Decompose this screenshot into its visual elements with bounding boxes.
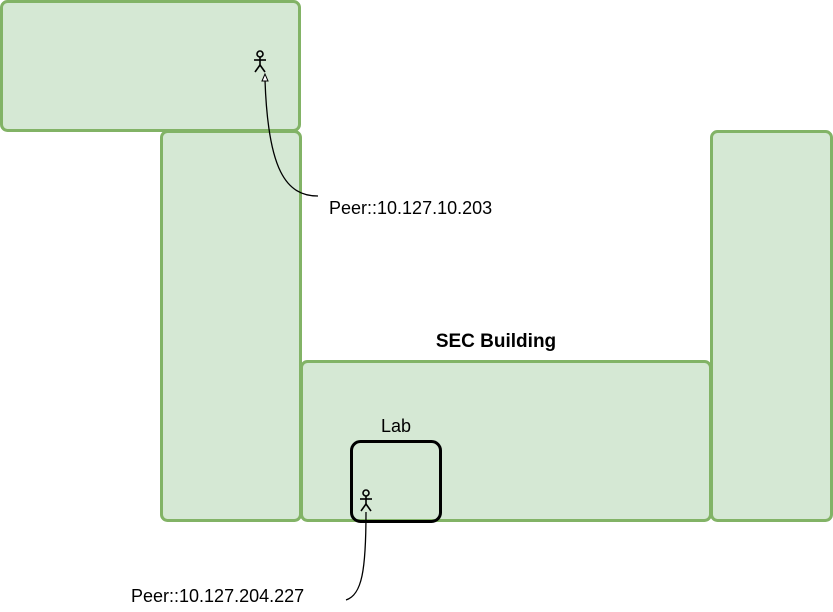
right-wing[interactable] xyxy=(710,130,833,522)
arrowhead xyxy=(261,72,269,82)
peer-label-2: Peer::10.127.204.227 xyxy=(131,586,304,606)
person-icon[interactable] xyxy=(360,489,372,512)
lab-label: Lab xyxy=(381,416,411,436)
building-title: SEC Building xyxy=(436,331,556,352)
top-left-wing[interactable] xyxy=(0,0,301,132)
person-icon[interactable] xyxy=(254,50,266,73)
left-wing[interactable] xyxy=(160,130,302,522)
lab-room[interactable] xyxy=(350,440,442,523)
peer-connector xyxy=(264,79,319,197)
peer-label-1: Peer::10.127.10.203 xyxy=(329,198,492,218)
peer-connector xyxy=(345,511,367,601)
